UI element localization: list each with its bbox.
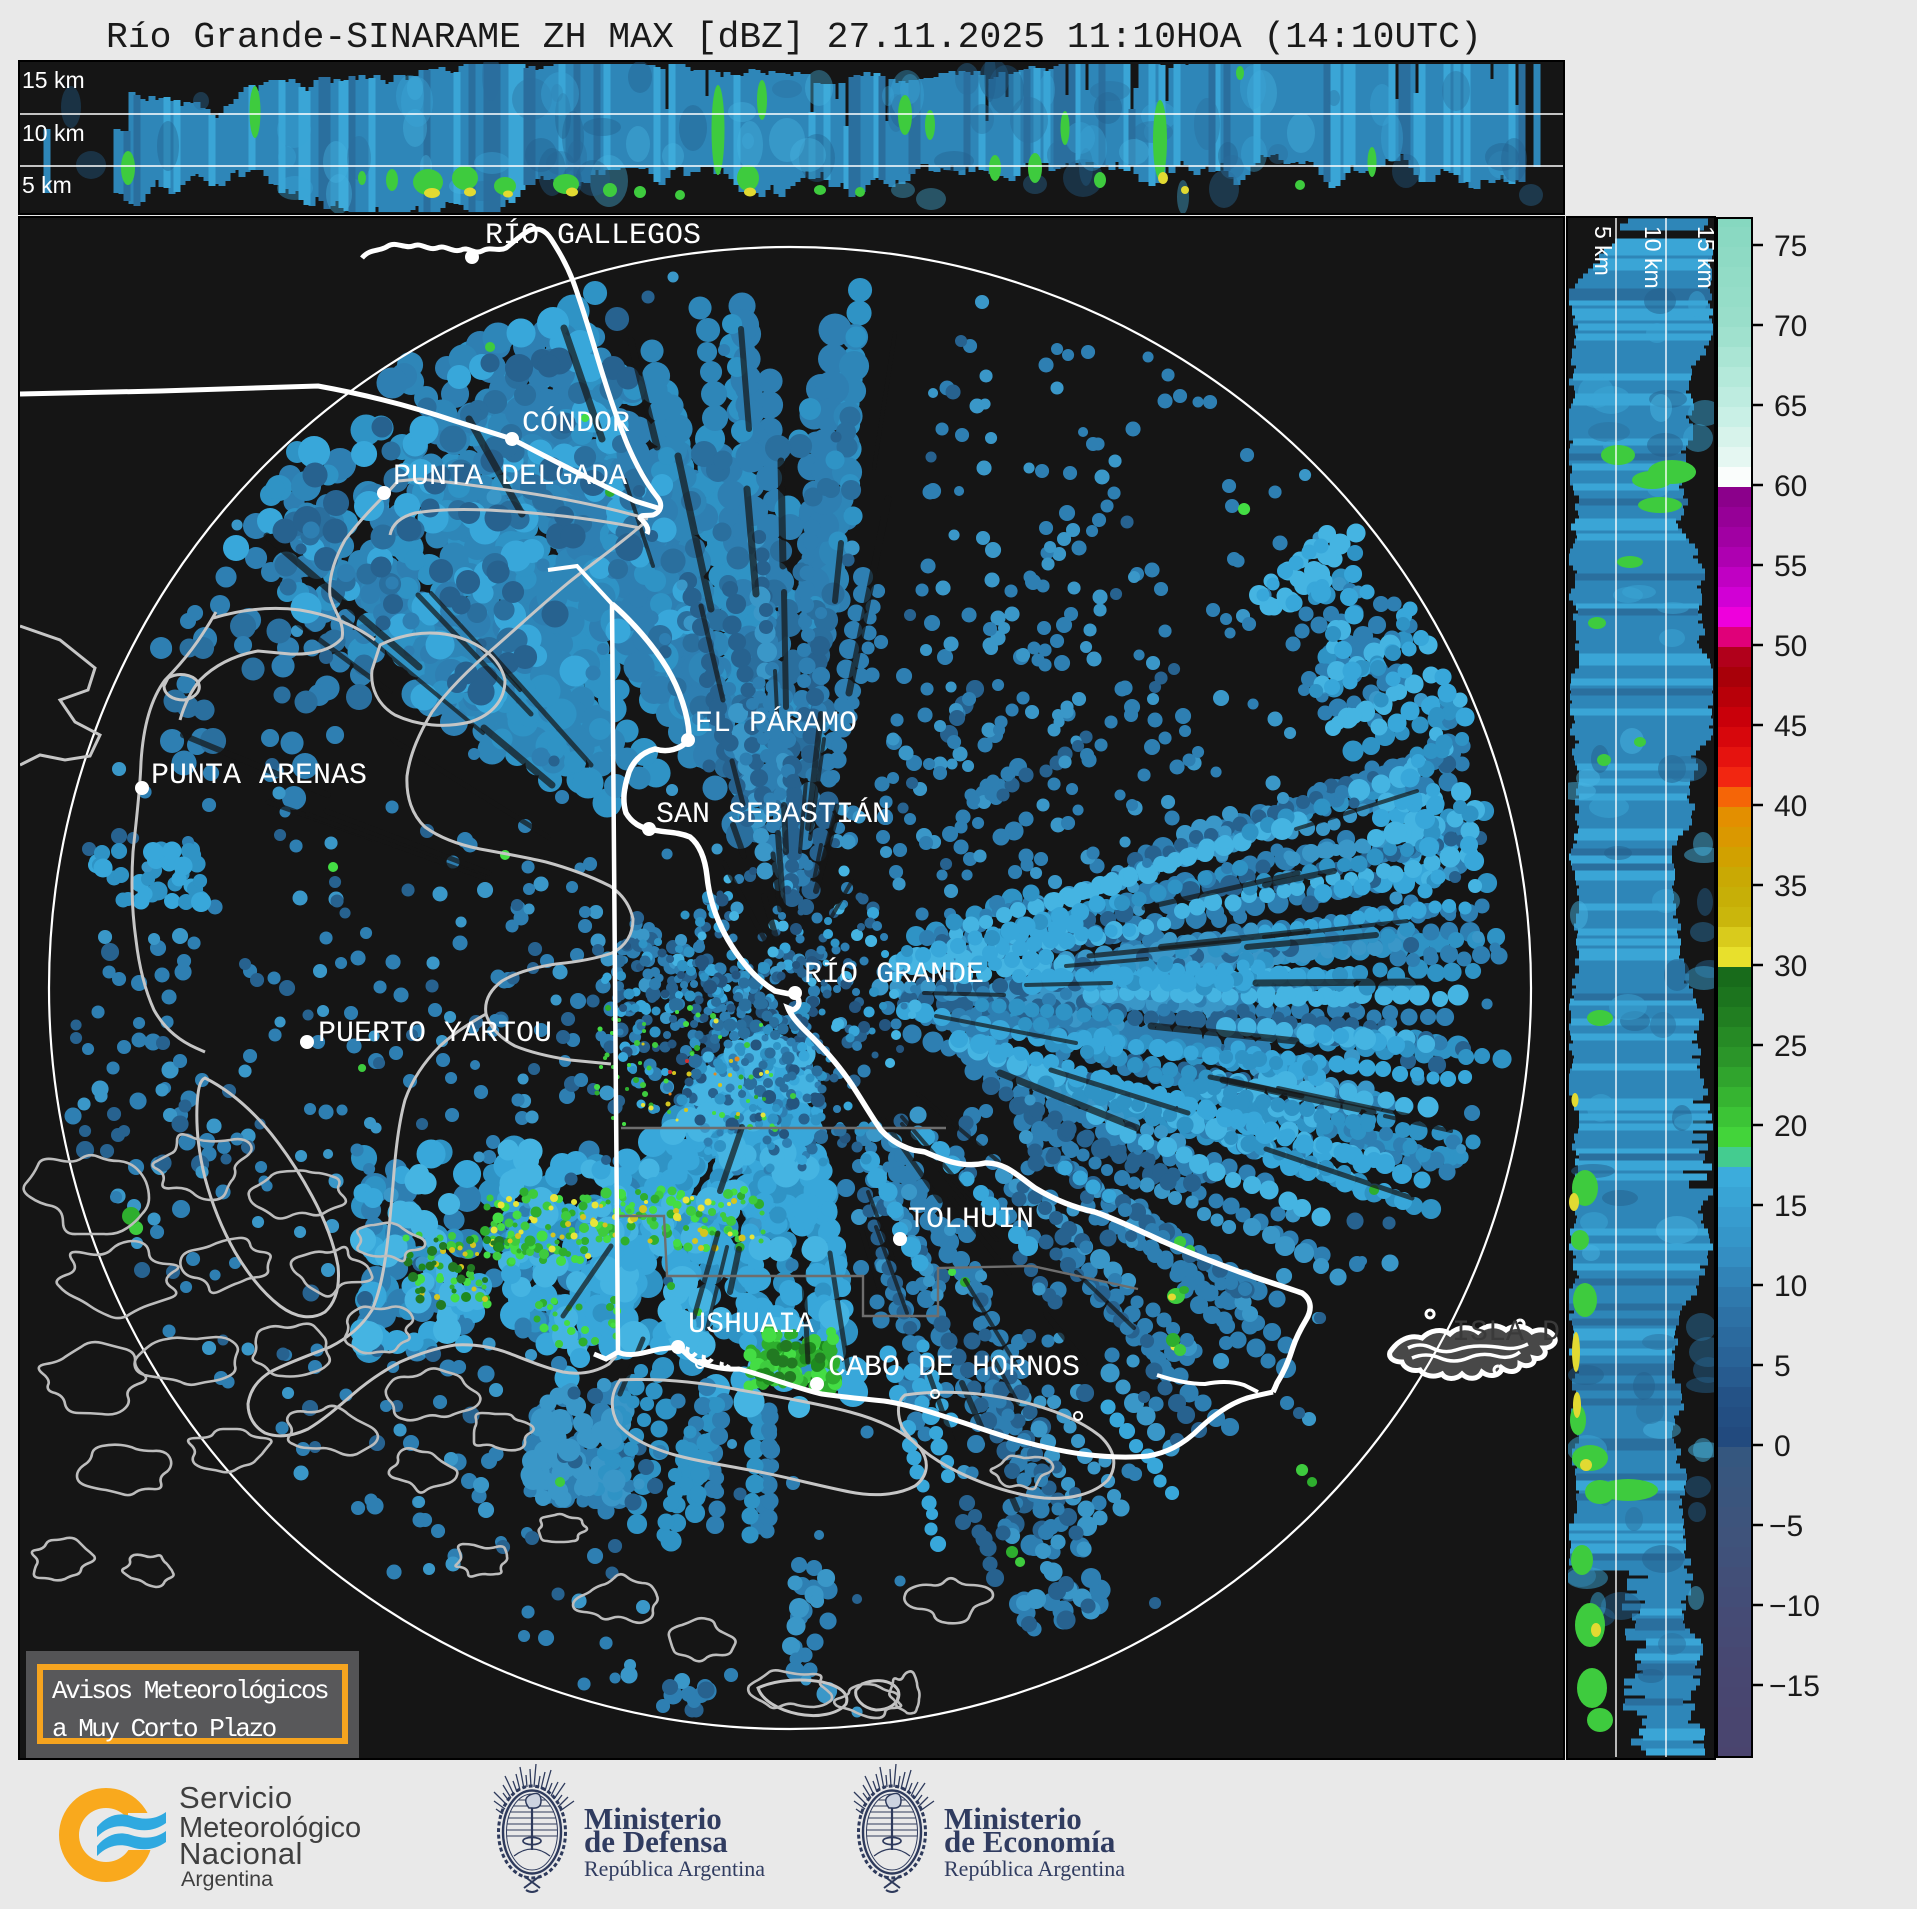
svg-text:30: 30 [1774, 950, 1807, 983]
svg-text:35: 35 [1774, 870, 1807, 903]
svg-text:50: 50 [1774, 630, 1807, 663]
svg-text:TOLHUIN: TOLHUIN [908, 1203, 1034, 1237]
svg-text:70: 70 [1774, 310, 1807, 343]
svg-text:0: 0 [1774, 1430, 1791, 1463]
svg-text:Ministerio: Ministerio [584, 1801, 722, 1836]
svg-text:de Economía: de Economía [944, 1824, 1116, 1859]
svg-text:SAN SEBASTIÁN: SAN SEBASTIÁN [656, 797, 890, 832]
svg-text:República Argentina: República Argentina [944, 1856, 1125, 1881]
svg-text:Argentina: Argentina [181, 1867, 273, 1891]
svg-text:Río Grande-SINARAME ZH MAX [dB: Río Grande-SINARAME ZH MAX [dBZ] 27.11.2… [106, 17, 1482, 58]
svg-text:Nacional: Nacional [179, 1836, 303, 1871]
svg-text:10 km: 10 km [1640, 226, 1666, 289]
svg-text:25: 25 [1774, 1030, 1807, 1063]
svg-text:de Defensa: de Defensa [584, 1824, 728, 1859]
svg-text:PUERTO YARTOU: PUERTO YARTOU [318, 1017, 552, 1051]
svg-text:−5: −5 [1769, 1510, 1803, 1543]
svg-text:40: 40 [1774, 790, 1807, 823]
svg-text:10 km: 10 km [22, 120, 85, 146]
svg-text:PUNTA DELGADA: PUNTA DELGADA [393, 460, 627, 494]
svg-text:Ministerio: Ministerio [944, 1801, 1082, 1836]
svg-text:−10: −10 [1769, 1590, 1820, 1623]
svg-text:CABO DE HORNOS: CABO DE HORNOS [828, 1351, 1080, 1385]
svg-text:Servicio: Servicio [179, 1780, 292, 1815]
svg-text:EL PÁRAMO: EL PÁRAMO [695, 706, 857, 741]
svg-text:Avisos Meteorológicos: Avisos Meteorológicos [52, 1676, 328, 1706]
svg-text:USHUAIA: USHUAIA [688, 1308, 814, 1342]
svg-text:60: 60 [1774, 470, 1807, 503]
svg-text:5: 5 [1774, 1350, 1791, 1383]
svg-text:PUNTA ARENAS: PUNTA ARENAS [151, 759, 367, 793]
svg-text:RÍO GRANDE: RÍO GRANDE [804, 957, 984, 992]
svg-text:−15: −15 [1769, 1670, 1820, 1703]
svg-text:75: 75 [1774, 230, 1807, 263]
svg-text:10: 10 [1774, 1270, 1807, 1303]
svg-text:5 km: 5 km [22, 172, 72, 198]
svg-text:a Muy Corto Plazo: a Muy Corto Plazo [52, 1714, 276, 1744]
svg-text:República Argentina: República Argentina [584, 1856, 765, 1881]
svg-text:CÓNDOR: CÓNDOR [522, 406, 630, 441]
svg-text:Meteorológico: Meteorológico [179, 1812, 361, 1844]
svg-text:15 km: 15 km [22, 67, 85, 93]
svg-text:RÍO GALLEGOS: RÍO GALLEGOS [485, 218, 701, 253]
svg-text:20: 20 [1774, 1110, 1807, 1143]
svg-text:5 km: 5 km [1590, 226, 1616, 276]
svg-text:15: 15 [1774, 1190, 1807, 1223]
svg-text:55: 55 [1774, 550, 1807, 583]
svg-text:ISLA D: ISLA D [1452, 1316, 1560, 1350]
svg-text:65: 65 [1774, 390, 1807, 423]
svg-text:45: 45 [1774, 710, 1807, 743]
